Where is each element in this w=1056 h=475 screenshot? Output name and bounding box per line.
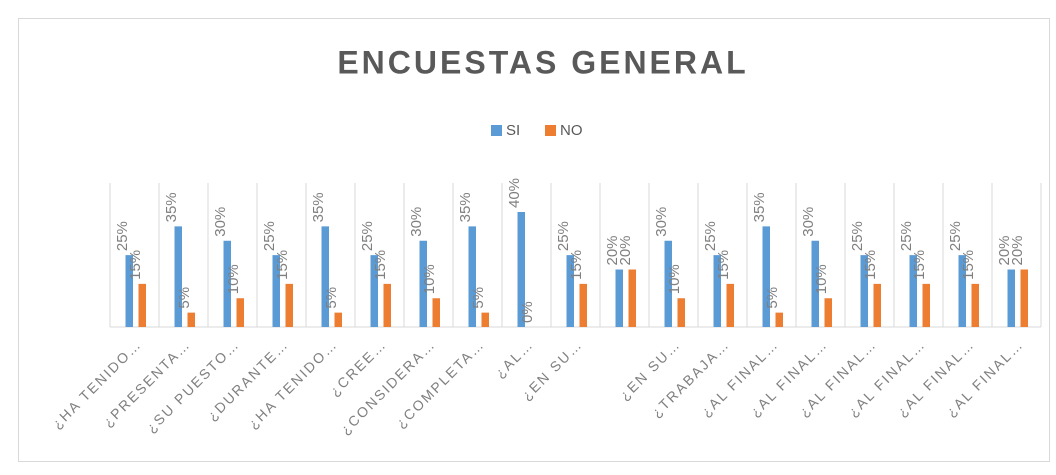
bar [334,312,342,327]
bar [713,255,721,327]
value-label: 10% [813,264,830,294]
bar [419,240,427,327]
legend-swatch [545,125,556,136]
bar [922,283,930,327]
bar [971,283,979,327]
value-label: 30% [408,207,425,237]
bar [677,298,685,327]
bar [370,255,378,327]
value-label: 40% [506,178,523,208]
value-label: 35% [310,192,327,222]
value-label: 25% [849,221,866,251]
value-label: 25% [947,221,964,251]
bar [566,255,574,327]
value-label: 15% [911,250,928,280]
bar [383,283,391,327]
value-label: 15% [274,250,291,280]
value-label: 5% [764,287,781,309]
bar [860,255,868,327]
bar [138,283,146,327]
value-label: 5% [470,287,487,309]
value-label: 25% [898,221,915,251]
value-label: 25% [555,221,572,251]
bar [272,255,280,327]
value-label: 20% [604,235,621,265]
legend-label: NO [560,122,583,139]
bar [579,283,587,327]
bar [726,283,734,327]
value-label: 15% [862,250,879,280]
value-label: 25% [114,221,131,251]
value-label: 35% [751,192,768,222]
bar [811,240,819,327]
bar [1007,269,1015,327]
value-label: 20% [1009,235,1026,265]
value-label: 30% [653,207,670,237]
value-label: 25% [702,221,719,251]
value-label: 5% [323,287,340,309]
value-label: 35% [163,192,180,222]
bar [174,226,182,327]
bar [873,283,881,327]
bar [321,226,329,327]
value-label: 15% [568,250,585,280]
bar [664,240,672,327]
value-label: 25% [359,221,376,251]
bar [1020,269,1028,327]
value-label: 10% [421,264,438,294]
bar [236,298,244,327]
value-label: 10% [666,264,683,294]
bar [775,312,783,327]
bar [824,298,832,327]
value-label: 15% [715,250,732,280]
bar [615,269,623,327]
bar [223,240,231,327]
bar [958,255,966,327]
value-label: 30% [212,207,229,237]
value-label: 0% [519,301,536,323]
bar [285,283,293,327]
bar [125,255,133,327]
bar [762,226,770,327]
value-label: 20% [617,235,634,265]
value-label: 20% [996,235,1013,265]
value-label: 15% [960,250,977,280]
bar [468,226,476,327]
legend-swatch [491,125,502,136]
bar [628,269,636,327]
bar [187,312,195,327]
value-label: 15% [127,250,144,280]
value-label: 15% [372,250,389,280]
value-label: 5% [176,287,193,309]
value-label: 10% [225,264,242,294]
bar [517,212,525,327]
legend-label: SI [506,122,520,139]
value-label: 35% [457,192,474,222]
value-label: 30% [800,207,817,237]
bar [909,255,917,327]
bar [432,298,440,327]
value-label: 25% [261,221,278,251]
bar [481,312,489,327]
chart-frame [18,18,1050,462]
chart-title: ENCUESTAS GENERAL [337,44,748,80]
